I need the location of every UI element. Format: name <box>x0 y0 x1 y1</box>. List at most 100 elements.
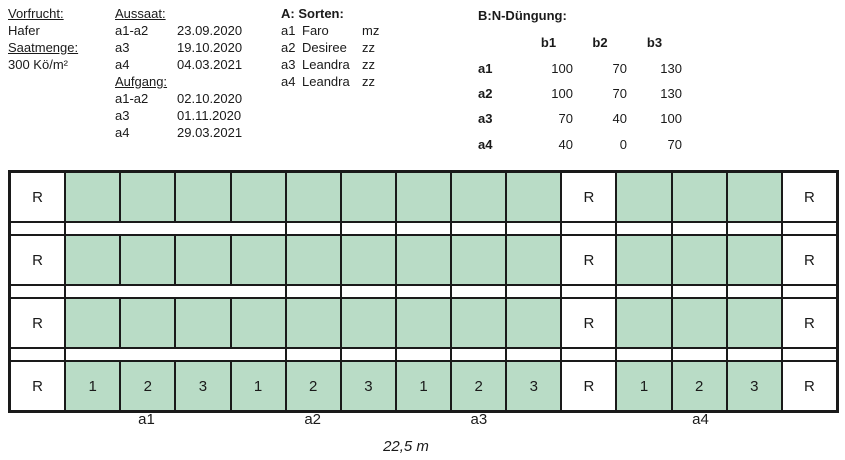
gap-cell <box>506 222 562 235</box>
plot-cell: 1 <box>395 361 452 411</box>
plot-cell <box>175 298 231 348</box>
aufgang-key: a4 <box>115 125 130 140</box>
saatmenge-label: Saatmenge: <box>8 40 79 55</box>
plot-cell <box>671 235 727 285</box>
plot-cell <box>451 172 507 222</box>
duengung-row-label: a1 <box>478 60 493 76</box>
gap-cell <box>285 222 341 235</box>
sorten-row: a4 Leandra zz <box>281 73 379 90</box>
gap-cell <box>10 348 66 361</box>
vorfrucht-value: Hafer <box>8 23 40 38</box>
aufgang-title: Aufgang: <box>115 74 168 89</box>
plot-cell <box>506 235 562 285</box>
plot-cell <box>451 298 507 348</box>
plot-cell <box>726 298 782 348</box>
plot-cell <box>395 172 452 222</box>
duengung-value: 130 <box>660 85 682 101</box>
aufgang-key: a1-a2 <box>115 91 149 106</box>
guard-cell: R <box>781 172 837 222</box>
duengung-value: 130 <box>660 60 682 76</box>
duengung-value: 70 <box>558 111 573 127</box>
duengung-value: 100 <box>551 85 573 101</box>
gap-cell <box>726 222 782 235</box>
gap-cell <box>395 285 452 298</box>
duengung-title: B:N-Düngung: <box>478 8 567 23</box>
plot-cell <box>120 235 176 285</box>
duengung-value: 40 <box>558 136 573 152</box>
sorten-code: a4 <box>281 74 296 89</box>
gap-cell <box>616 222 672 235</box>
duengung-col-header: b2 <box>592 35 608 51</box>
duengung-col-header: b3 <box>646 35 663 51</box>
sorten-code: a3 <box>281 57 296 72</box>
gap-cell <box>726 348 782 361</box>
aussaat-key: a4 <box>115 57 130 72</box>
sorten-type: mz <box>362 23 380 38</box>
gap-cell <box>506 348 562 361</box>
plot-cell <box>65 172 121 222</box>
field-plot-diagram: R R R R <box>8 170 839 413</box>
separator-row <box>10 348 837 361</box>
plot-cell <box>65 298 121 348</box>
gap-cell <box>561 285 617 298</box>
gap-cell-merged <box>65 222 286 235</box>
plot-cell <box>340 172 396 222</box>
aussaat-row: a1-a2 23.09.2020 <box>115 22 242 39</box>
plot-cell <box>616 172 672 222</box>
plot-cell <box>616 235 672 285</box>
duengung-value: 70 <box>667 136 682 152</box>
sowing-emergence-dates: Aussaat: a1-a2 23.09.2020 a3 19.10.2020 … <box>115 5 242 141</box>
group-label-a2: a2 <box>304 411 322 428</box>
plot-cell: 2 <box>451 361 507 411</box>
plot-cell <box>285 172 341 222</box>
gap-cell <box>671 285 727 298</box>
plot-row: R R R <box>10 172 837 222</box>
sorten-type: zz <box>362 74 375 89</box>
gap-cell <box>340 348 396 361</box>
gap-cell <box>671 222 727 235</box>
duengung-row-label: a2 <box>478 85 493 101</box>
plot-cell <box>395 298 452 348</box>
duengung-value: 70 <box>612 85 627 101</box>
aufgang-row: a4 29.03.2021 <box>115 124 242 141</box>
plot-cell: 3 <box>175 361 231 411</box>
duengung-col-header: b1 <box>540 35 557 51</box>
gap-cell-merged <box>65 285 286 298</box>
plot-cell: 3 <box>506 361 562 411</box>
gap-cell <box>340 222 396 235</box>
duengung-value: 100 <box>551 60 573 76</box>
plot-cell <box>175 172 231 222</box>
separator-row <box>10 285 837 298</box>
guard-cell: R <box>781 361 837 411</box>
aussaat-row: a4 04.03.2021 <box>115 56 242 73</box>
aussaat-key: a3 <box>115 40 130 55</box>
gap-cell <box>561 222 617 235</box>
sorten-row: a2 Desiree zz <box>281 39 379 56</box>
plot-cell <box>230 298 286 348</box>
sorten-name: Leandra <box>302 57 350 72</box>
guard-cell: R <box>561 298 617 348</box>
gap-cell <box>506 285 562 298</box>
group-label-a1: a1 <box>138 411 155 428</box>
gap-cell <box>781 222 837 235</box>
aufgang-key: a3 <box>115 108 130 123</box>
aussaat-date: 23.09.2020 <box>177 23 243 38</box>
sorten-name: Faro <box>302 23 329 38</box>
gap-cell <box>451 222 507 235</box>
plot-row-numbered: R 1 2 3 1 2 3 1 2 3 R 1 2 3 R <box>10 361 837 411</box>
guard-cell: R <box>561 235 617 285</box>
gap-cell <box>395 222 452 235</box>
sorten-type: zz <box>362 57 375 72</box>
plot-cell <box>120 172 176 222</box>
guard-cell: R <box>561 172 617 222</box>
plot-cell: 2 <box>285 361 341 411</box>
aussaat-key: a1-a2 <box>115 23 149 38</box>
plot-cell <box>726 172 782 222</box>
guard-cell: R <box>781 235 837 285</box>
plot-width-annotation: 22,5 m <box>383 438 429 455</box>
aufgang-date: 29.03.2021 <box>177 125 243 140</box>
aussaat-date: 04.03.2021 <box>177 57 243 72</box>
duengung-row-label: a3 <box>478 111 493 127</box>
gap-cell <box>395 348 452 361</box>
plot-cell <box>506 172 562 222</box>
